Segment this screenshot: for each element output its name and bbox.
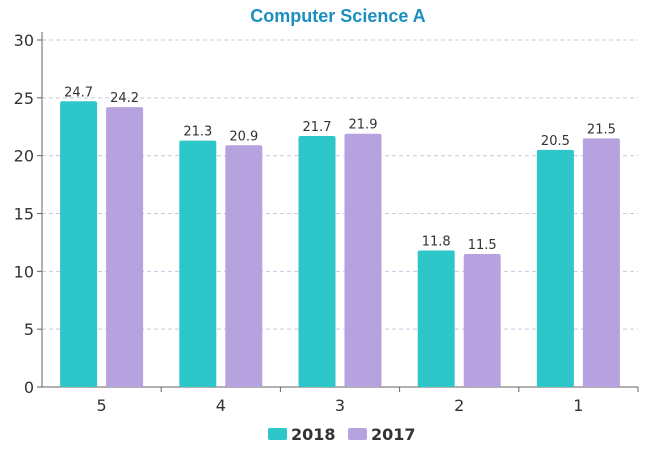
y-tick-label-30: 30 [14, 31, 34, 50]
data-label-2017-4: 20.9 [229, 129, 258, 144]
y-tick-label-20: 20 [14, 147, 34, 166]
x-tick-label-5: 5 [97, 396, 107, 415]
data-label-2018-4: 21.3 [183, 125, 212, 140]
legend-label-2017: 2017 [371, 425, 416, 444]
chart-title: Computer Science A [250, 6, 425, 26]
bar-2018-3[interactable] [298, 136, 336, 387]
bar-2017-5[interactable] [106, 107, 144, 387]
legend-item-2017[interactable]: 2017 [348, 425, 416, 444]
bar-2017-3[interactable] [344, 133, 382, 387]
data-label-2017-1: 21.5 [587, 122, 616, 137]
x-tick-label-4: 4 [216, 396, 226, 415]
data-label-2018-3: 21.7 [303, 120, 332, 135]
data-label-2018-2: 11.8 [422, 235, 451, 250]
bar-2017-2[interactable] [463, 253, 501, 387]
legend-swatch-2017 [348, 428, 367, 440]
y-tick-label-0: 0 [24, 378, 34, 397]
data-label-2018-1: 20.5 [541, 134, 570, 149]
legend-item-2018[interactable]: 2018 [268, 425, 336, 444]
y-tick-label-10: 10 [14, 262, 34, 281]
axes: 0 5 10 15 20 25 30 5 4 3 2 1 [14, 31, 639, 415]
bar-2018-1[interactable] [536, 149, 574, 387]
data-label-2017-5: 24.2 [110, 91, 139, 106]
bar-2017-1[interactable] [582, 138, 620, 387]
data-label-2017-3: 21.9 [349, 118, 378, 133]
x-tick-label-3: 3 [335, 396, 345, 415]
bar-2017-4[interactable] [225, 145, 263, 387]
bars [60, 101, 620, 387]
legend[interactable]: 2018 2017 [268, 425, 416, 444]
x-tick-label-1: 1 [573, 396, 583, 415]
bar-2018-2[interactable] [417, 250, 455, 387]
y-tick-label-5: 5 [24, 320, 34, 339]
legend-label-2018: 2018 [291, 425, 336, 444]
data-labels: 24.7 24.2 21.3 20.9 21.7 21.9 11.8 11.5 20.5 21.5 [64, 85, 616, 253]
bar-2018-4[interactable] [179, 140, 217, 387]
x-tick-label-2: 2 [454, 396, 464, 415]
data-label-2018-5: 24.7 [64, 85, 93, 100]
data-label-2017-2: 11.5 [468, 238, 497, 253]
y-tick-label-25: 25 [14, 89, 34, 108]
legend-swatch-2018 [268, 428, 287, 440]
bar-2018-5[interactable] [60, 101, 98, 387]
y-tick-label-15: 15 [14, 205, 34, 224]
